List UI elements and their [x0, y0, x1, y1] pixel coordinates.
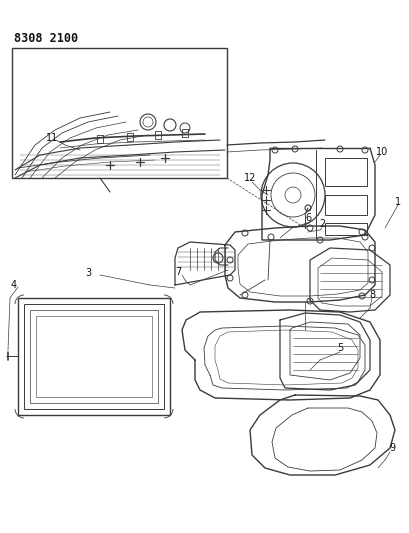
Text: 1: 1 — [394, 197, 400, 207]
Text: 10: 10 — [375, 147, 387, 157]
Text: 3: 3 — [85, 268, 91, 278]
Text: 8308 2100: 8308 2100 — [14, 32, 78, 45]
Text: 11: 11 — [46, 133, 58, 143]
Bar — [30, 310, 157, 403]
Bar — [24, 304, 164, 409]
Text: 12: 12 — [243, 173, 256, 183]
Text: 6: 6 — [304, 213, 310, 223]
Bar — [36, 316, 152, 397]
Bar — [18, 298, 170, 415]
Text: 5: 5 — [336, 343, 342, 353]
Text: 9: 9 — [388, 443, 394, 453]
Bar — [324, 195, 366, 215]
Text: 8: 8 — [368, 290, 374, 300]
Text: 4: 4 — [11, 280, 17, 290]
Bar — [324, 158, 366, 186]
Bar — [324, 223, 366, 235]
Bar — [12, 48, 227, 178]
Text: 7: 7 — [175, 267, 181, 277]
Text: 2: 2 — [318, 219, 324, 229]
